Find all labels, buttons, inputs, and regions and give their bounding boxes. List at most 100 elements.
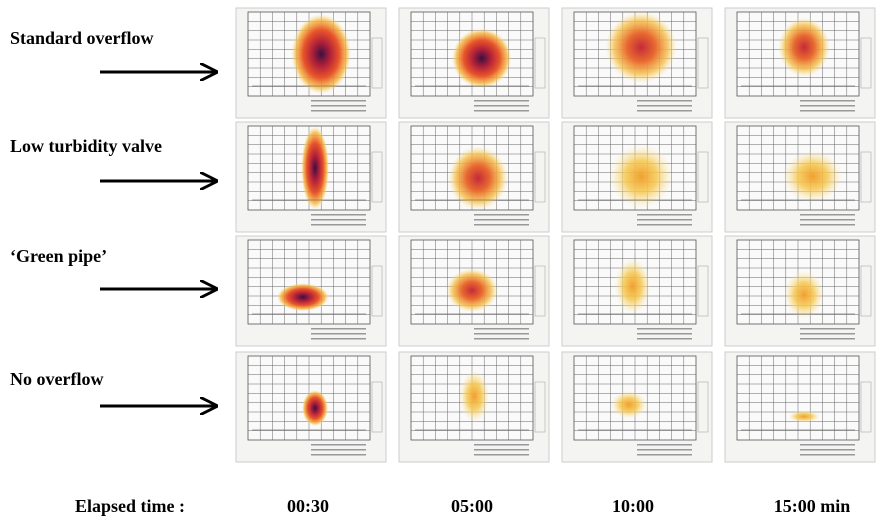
caption-scribble [800,454,855,456]
caption-scribble [311,105,366,107]
caption-scribble [311,214,366,216]
blob [609,144,674,209]
caption-scribble [800,338,855,340]
plot-panel [235,7,387,119]
plot-panel [724,7,876,119]
caption-scribble [474,100,529,102]
blob [448,146,509,211]
blob [291,14,352,94]
plot-panel [561,7,713,119]
side-scale [860,37,872,89]
caption-scribble [474,449,529,451]
blob [782,150,843,203]
plot-panel [724,351,876,463]
caption-scribble [637,100,692,102]
blob [784,270,825,319]
plot-panel [561,235,713,347]
side-scale [534,381,546,433]
caption-scribble [800,449,855,451]
caption-scribble [311,328,366,330]
caption-scribble [637,224,692,226]
plot-panel [398,351,550,463]
side-scale [371,37,383,89]
caption-scribble [637,328,692,330]
blob [446,268,498,313]
blob [614,258,651,315]
blob [276,283,329,312]
side-scale [534,265,546,317]
panels [235,7,876,463]
caption-scribble [800,328,855,330]
side-scale [371,381,383,433]
caption-scribble [474,219,529,221]
side-scale [697,265,709,317]
caption-scribble [800,214,855,216]
caption-scribble [637,105,692,107]
plot-panel [561,351,713,463]
caption-scribble [474,454,529,456]
side-scale [697,151,709,203]
caption-scribble [800,105,855,107]
caption-scribble [474,338,529,340]
blob [301,126,330,210]
caption-scribble [311,219,366,221]
plot-panel [398,121,550,233]
plot-panel [561,121,713,233]
caption-scribble [311,338,366,340]
time-label: 10:00 [612,496,654,516]
caption-scribble [800,110,855,112]
elapsed-label: Elapsed time : [75,496,185,516]
caption-scribble [637,214,692,216]
side-scale [860,381,872,433]
caption-scribble [637,454,692,456]
caption-scribble [474,224,529,226]
caption-scribble [800,100,855,102]
side-scale [534,37,546,89]
plot-panel [235,351,387,463]
caption-scribble [474,214,529,216]
time-label: 05:00 [451,496,493,516]
side-scale [860,151,872,203]
caption-scribble [474,444,529,446]
caption-scribble [637,219,692,221]
caption-scribble [637,338,692,340]
caption-scribble [800,224,855,226]
plot-panel [724,121,876,233]
caption-scribble [311,110,366,112]
blob [778,17,831,78]
caption-scribble [311,224,366,226]
side-scale [371,265,383,317]
caption-scribble [474,105,529,107]
caption-scribble [311,444,366,446]
plot-panel [398,7,550,119]
side-scale [697,381,709,433]
plot-panel [235,235,387,347]
caption-scribble [474,328,529,330]
caption-scribble [800,219,855,221]
caption-scribble [637,444,692,446]
blob [459,370,490,423]
side-scale [534,151,546,203]
side-scale [697,37,709,89]
caption-scribble [637,110,692,112]
row-label: Standard overflow [10,28,154,48]
caption-scribble [637,333,692,335]
row-label: ‘Green pipe’ [10,246,107,266]
caption-scribble [311,100,366,102]
blob [451,28,512,89]
caption-scribble [474,333,529,335]
caption-scribble [311,454,366,456]
caption-scribble [474,110,529,112]
caption-scribble [800,333,855,335]
row-label: No overflow [10,369,103,389]
blob [610,390,647,419]
plot-panel [235,121,387,233]
plot-panel [398,235,550,347]
caption-scribble [800,444,855,446]
time-label: 00:30 [287,496,329,516]
side-scale [371,151,383,203]
caption-scribble [311,333,366,335]
row-label: Low turbidity valve [10,136,162,156]
blob [605,11,678,84]
